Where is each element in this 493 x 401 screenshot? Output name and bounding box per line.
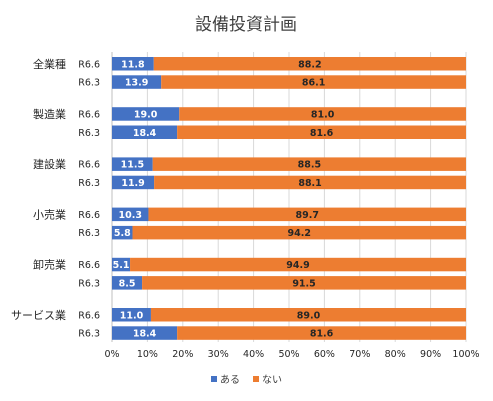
series-row-label: R6.3	[78, 228, 100, 239]
legend-swatch-aru	[211, 376, 217, 382]
x-tick-label: 60%	[314, 349, 335, 360]
series-row-label: R6.6	[78, 310, 100, 321]
data-label-aru: 19.0	[134, 109, 158, 120]
data-label-aru: 5.8	[114, 228, 131, 239]
bar-nai	[154, 175, 466, 190]
series-row-label: R6.6	[78, 260, 100, 271]
category-label: サービス業	[11, 309, 66, 322]
series-row-label: R6.6	[78, 59, 100, 70]
bar-aru	[112, 276, 143, 290]
bar-nai	[177, 125, 467, 139]
data-label-nai: 88.1	[298, 178, 321, 189]
bar-aru	[112, 57, 154, 71]
category-label: 全業種	[33, 57, 66, 71]
x-tick-label: 40%	[243, 349, 264, 360]
data-label-nai: 81.0	[311, 109, 335, 120]
bar-aru	[112, 175, 155, 190]
data-label-nai: 94.2	[288, 228, 311, 239]
data-label-aru: 11.9	[121, 178, 144, 189]
bar-aru	[112, 225, 133, 240]
legend-label-aru: ある	[220, 374, 240, 386]
series-row-label: R6.3	[78, 128, 100, 139]
x-axis-ticks: 0% 10% 20% 30% 40% 50% 60% 70% 80% 90% 100%	[104, 349, 479, 360]
series-row-label: R6.3	[78, 278, 100, 289]
bar-nai	[130, 257, 466, 272]
bar-nai	[132, 225, 467, 240]
bar-aru	[112, 257, 131, 272]
gridlines	[111, 52, 467, 342]
x-tick-label: 90%	[420, 349, 441, 360]
category-label: 製造業	[33, 107, 66, 121]
x-tick-label: 20%	[172, 349, 193, 360]
x-tick-label: 0%	[104, 349, 119, 360]
x-tick-label: 50%	[278, 349, 299, 360]
data-label-aru: 5.1	[113, 260, 130, 271]
data-label-aru: 13.9	[125, 78, 148, 89]
data-label-aru: 18.4	[133, 329, 157, 340]
x-tick-label: 70%	[349, 349, 370, 360]
data-label-nai: 88.5	[298, 160, 321, 171]
data-label-aru: 18.4	[133, 128, 157, 139]
data-label-nai: 81.6	[310, 329, 334, 340]
x-tick-label: 80%	[385, 349, 406, 360]
bar-aru	[112, 107, 180, 121]
bar-aru	[112, 207, 149, 222]
bar-nai	[161, 75, 466, 89]
data-label-aru: 8.5	[119, 278, 136, 289]
legend: ある ない	[211, 374, 282, 386]
chart-title: 設備投資計画	[195, 15, 297, 35]
data-label-aru: 10.3	[119, 210, 142, 221]
category-label: 小売業	[33, 208, 66, 221]
data-label-nai: 88.2	[298, 59, 321, 70]
series-row-label: R6.6	[78, 160, 100, 171]
category-label: 建設業	[33, 157, 66, 171]
bar-aru	[112, 125, 178, 139]
bar-nai	[148, 207, 466, 222]
bar-nai	[142, 276, 466, 290]
bar-aru	[112, 308, 151, 322]
category-label: 卸売業	[33, 258, 66, 272]
bar-nai	[177, 326, 467, 340]
legend-swatch-nai	[253, 376, 259, 382]
data-label-aru: 11.0	[120, 310, 144, 321]
bar-nai	[179, 107, 466, 121]
category-labels: 全業種 R6.6 R6.3 製造業 R6.6 R6.3 建設業 R6.6 R6.3 小売業 R6.6…	[11, 57, 100, 340]
bar-nai	[152, 157, 466, 171]
data-label-aru: 11.5	[121, 160, 144, 171]
data-label-nai: 89.7	[296, 210, 319, 221]
series-row-label: R6.3	[78, 329, 100, 340]
series-row-label: R6.6	[78, 210, 100, 221]
bars: 11.8 88.2 13.9 86.1 19.0 81.0 18.4 81.6 11.5 88.5…	[112, 57, 467, 340]
series-row-label: R6.6	[78, 109, 100, 120]
x-tick-label: 30%	[208, 349, 229, 360]
data-label-nai: 91.5	[292, 278, 315, 289]
data-label-nai: 81.6	[310, 128, 334, 139]
series-row-label: R6.3	[78, 178, 100, 189]
bar-aru	[112, 326, 178, 340]
bar-nai	[150, 308, 466, 322]
data-label-aru: 11.8	[121, 59, 145, 70]
data-label-nai: 89.0	[297, 310, 321, 321]
legend-label-nai: ない	[262, 374, 282, 386]
x-tick-label: 100%	[452, 349, 479, 360]
bar-aru	[112, 157, 153, 171]
x-tick-label: 10%	[137, 349, 158, 360]
series-row-label: R6.3	[78, 78, 100, 89]
data-label-nai: 94.9	[286, 260, 309, 271]
bar-aru	[112, 75, 162, 89]
bar-nai	[153, 57, 466, 71]
data-label-nai: 86.1	[302, 78, 325, 89]
